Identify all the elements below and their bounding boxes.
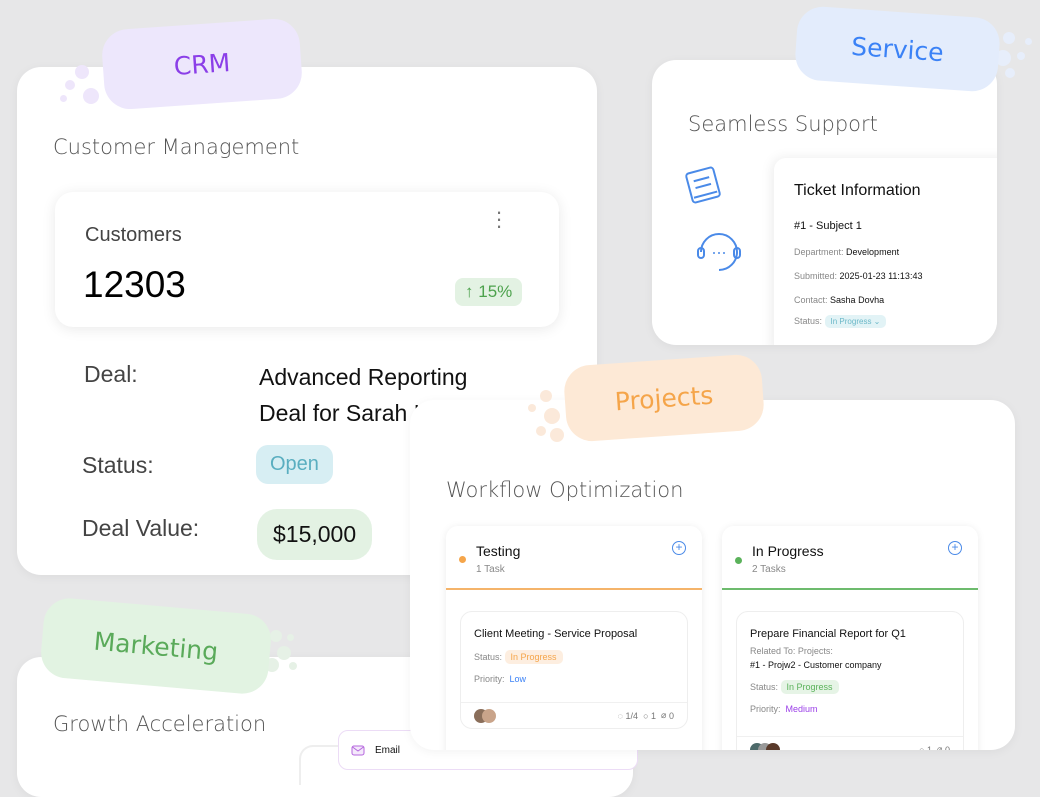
comment-icon: ○ [919,744,925,751]
comment-count: 1 [651,710,657,721]
task-footer: ○ 1 ⌀ 0 [737,736,963,750]
projects-section-title: Workflow Optimization [446,478,684,502]
assignee-avatars [474,708,496,723]
ticket-status-dropdown[interactable]: In Progress ⌄ [824,315,887,328]
task-priority-label: Priority: [474,674,505,684]
crm-card: Customer Management Customers 12303 · · · … [17,67,597,575]
service-tag: Service [793,5,1002,93]
customers-widget: Customers 12303 · · · ↑ 15% [55,192,559,327]
projects-card: Workflow Optimization Testing 1 Task + C… [410,400,1015,750]
column-title: In Progress [752,543,824,559]
contact-label: Contact: [794,295,828,305]
task-status-label: Status: [750,682,779,692]
checklist-count: 1/4 [625,710,639,721]
add-task-icon[interactable]: + [672,541,686,555]
status-dot [459,556,466,563]
attachment-icon: ⌀ [661,710,667,720]
more-options-icon[interactable]: · · · [495,199,503,238]
comment-count: 1 [927,744,933,751]
task-priority-row: Priority: Low [474,674,674,684]
crm-tag: CRM [100,17,304,111]
add-task-icon[interactable]: + [948,541,962,555]
ticket-status-row: Status: In Progress ⌄ [794,315,994,328]
department-value: Development [846,247,900,257]
attachment-icon: ⌀ [937,744,943,750]
mail-icon [351,745,365,755]
task-status-label: Status: [474,652,503,662]
deal-value-label: Deal Value: [82,515,200,541]
task-priority-value: Low [509,674,527,684]
related-label: Related To: Projects: [750,646,833,656]
task-priority-row: Priority: Medium [750,704,950,714]
column-divider [722,588,978,590]
deal-value[interactable]: Advanced Reporting Deal for Sarah K [259,364,468,426]
comment-icon: ○ [643,710,649,721]
deal-label: Deal: [84,361,138,387]
task-status-row: Status: In Progress [750,680,950,694]
column-divider [446,588,702,590]
status-badge: Open [256,445,333,484]
task-status-badge: In Progress [780,680,839,694]
column-title: Testing [476,543,521,559]
task-priority-value: Medium [785,704,818,714]
related-value[interactable]: #1 - Projw2 - Customer company [750,660,882,670]
task-card[interactable]: Prepare Financial Report for Q1 Related … [736,611,964,750]
column-count: 2 Tasks [752,564,786,575]
customers-label: Customers [85,224,182,246]
department-row: Department: Development [794,247,994,257]
ticket-heading: Ticket Information [794,182,921,199]
status-label: Status: [82,452,154,478]
checklist-icon: ◌ [617,710,624,721]
ticket-subject[interactable]: #1 - Subject 1 [794,220,862,232]
column-count: 1 Task [476,564,505,575]
task-title: Prepare Financial Report for Q1 [750,628,906,640]
task-title: Client Meeting - Service Proposal [474,628,638,640]
task-card[interactable]: Client Meeting - Service Proposal Status… [460,611,688,729]
attachment-count: 0 [944,744,950,751]
headset-icon [697,233,741,271]
document-icon [685,166,721,204]
task-status-badge: In Progress [504,650,563,664]
flow-connector [299,745,339,785]
contact-row: Contact: Sasha Dovha [794,295,994,305]
ticket-panel: Ticket Information #1 - Subject 1 Depart… [774,158,997,345]
task-status-row: Status: In Progress [474,650,674,664]
crm-section-title: Customer Management [53,135,300,159]
submitted-row: Submitted: 2025-01-23 11:13:43 [794,271,994,281]
attachment-count: 0 [668,710,674,721]
submitted-value: 2025-01-23 11:13:43 [839,271,923,281]
growth-badge: ↑ 15% [455,278,523,306]
task-priority-label: Priority: [750,704,781,714]
growth-value: 15% [478,282,513,301]
kanban-column-testing: Testing 1 Task + Client Meeting - Servic… [446,526,702,750]
task-footer: ◌ 1/4 ○ 1 ⌀ 0 [461,702,687,728]
projects-tag: Projects [562,353,766,443]
customers-value: 12303 [83,264,186,305]
contact-value: Sasha Dovha [830,295,885,305]
arrow-up-icon: ↑ [465,282,479,301]
ticket-status-label: Status: [794,316,823,326]
assignee-avatars [750,742,780,750]
email-node-label: Email [375,744,401,756]
submitted-label: Submitted: [794,271,838,281]
service-card: Seamless Support Ticket Information #1 -… [652,60,997,345]
department-label: Department: [794,247,844,257]
chevron-down-icon: ⌄ [873,317,881,326]
status-dot [735,557,742,564]
kanban-column-in-progress: In Progress 2 Tasks + Prepare Financial … [722,526,978,750]
deal-amount: $15,000 [257,509,373,560]
ticket-status-value: In Progress [830,317,872,326]
marketing-section-title: Growth Acceleration [53,712,267,736]
service-section-title: Seamless Support [688,112,878,136]
